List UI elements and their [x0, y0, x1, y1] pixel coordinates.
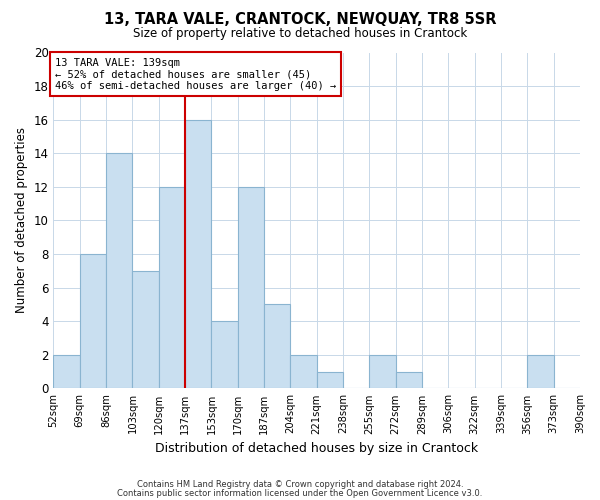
Bar [159, 187, 185, 388]
Bar [185, 120, 211, 388]
Bar [290, 355, 317, 388]
Bar [211, 321, 238, 388]
Bar [80, 254, 106, 388]
Bar [133, 271, 159, 388]
Bar [395, 372, 422, 388]
Bar [370, 355, 395, 388]
Bar [53, 355, 80, 388]
Y-axis label: Number of detached properties: Number of detached properties [15, 128, 28, 314]
Text: Contains public sector information licensed under the Open Government Licence v3: Contains public sector information licen… [118, 488, 482, 498]
Bar [317, 372, 343, 388]
Bar [106, 154, 133, 388]
Text: 13 TARA VALE: 139sqm
← 52% of detached houses are smaller (45)
46% of semi-detac: 13 TARA VALE: 139sqm ← 52% of detached h… [55, 58, 336, 90]
Text: 13, TARA VALE, CRANTOCK, NEWQUAY, TR8 5SR: 13, TARA VALE, CRANTOCK, NEWQUAY, TR8 5S… [104, 12, 496, 28]
Bar [238, 187, 264, 388]
Text: Size of property relative to detached houses in Crantock: Size of property relative to detached ho… [133, 28, 467, 40]
X-axis label: Distribution of detached houses by size in Crantock: Distribution of detached houses by size … [155, 442, 478, 455]
Bar [264, 304, 290, 388]
Bar [527, 355, 554, 388]
Text: Contains HM Land Registry data © Crown copyright and database right 2024.: Contains HM Land Registry data © Crown c… [137, 480, 463, 489]
